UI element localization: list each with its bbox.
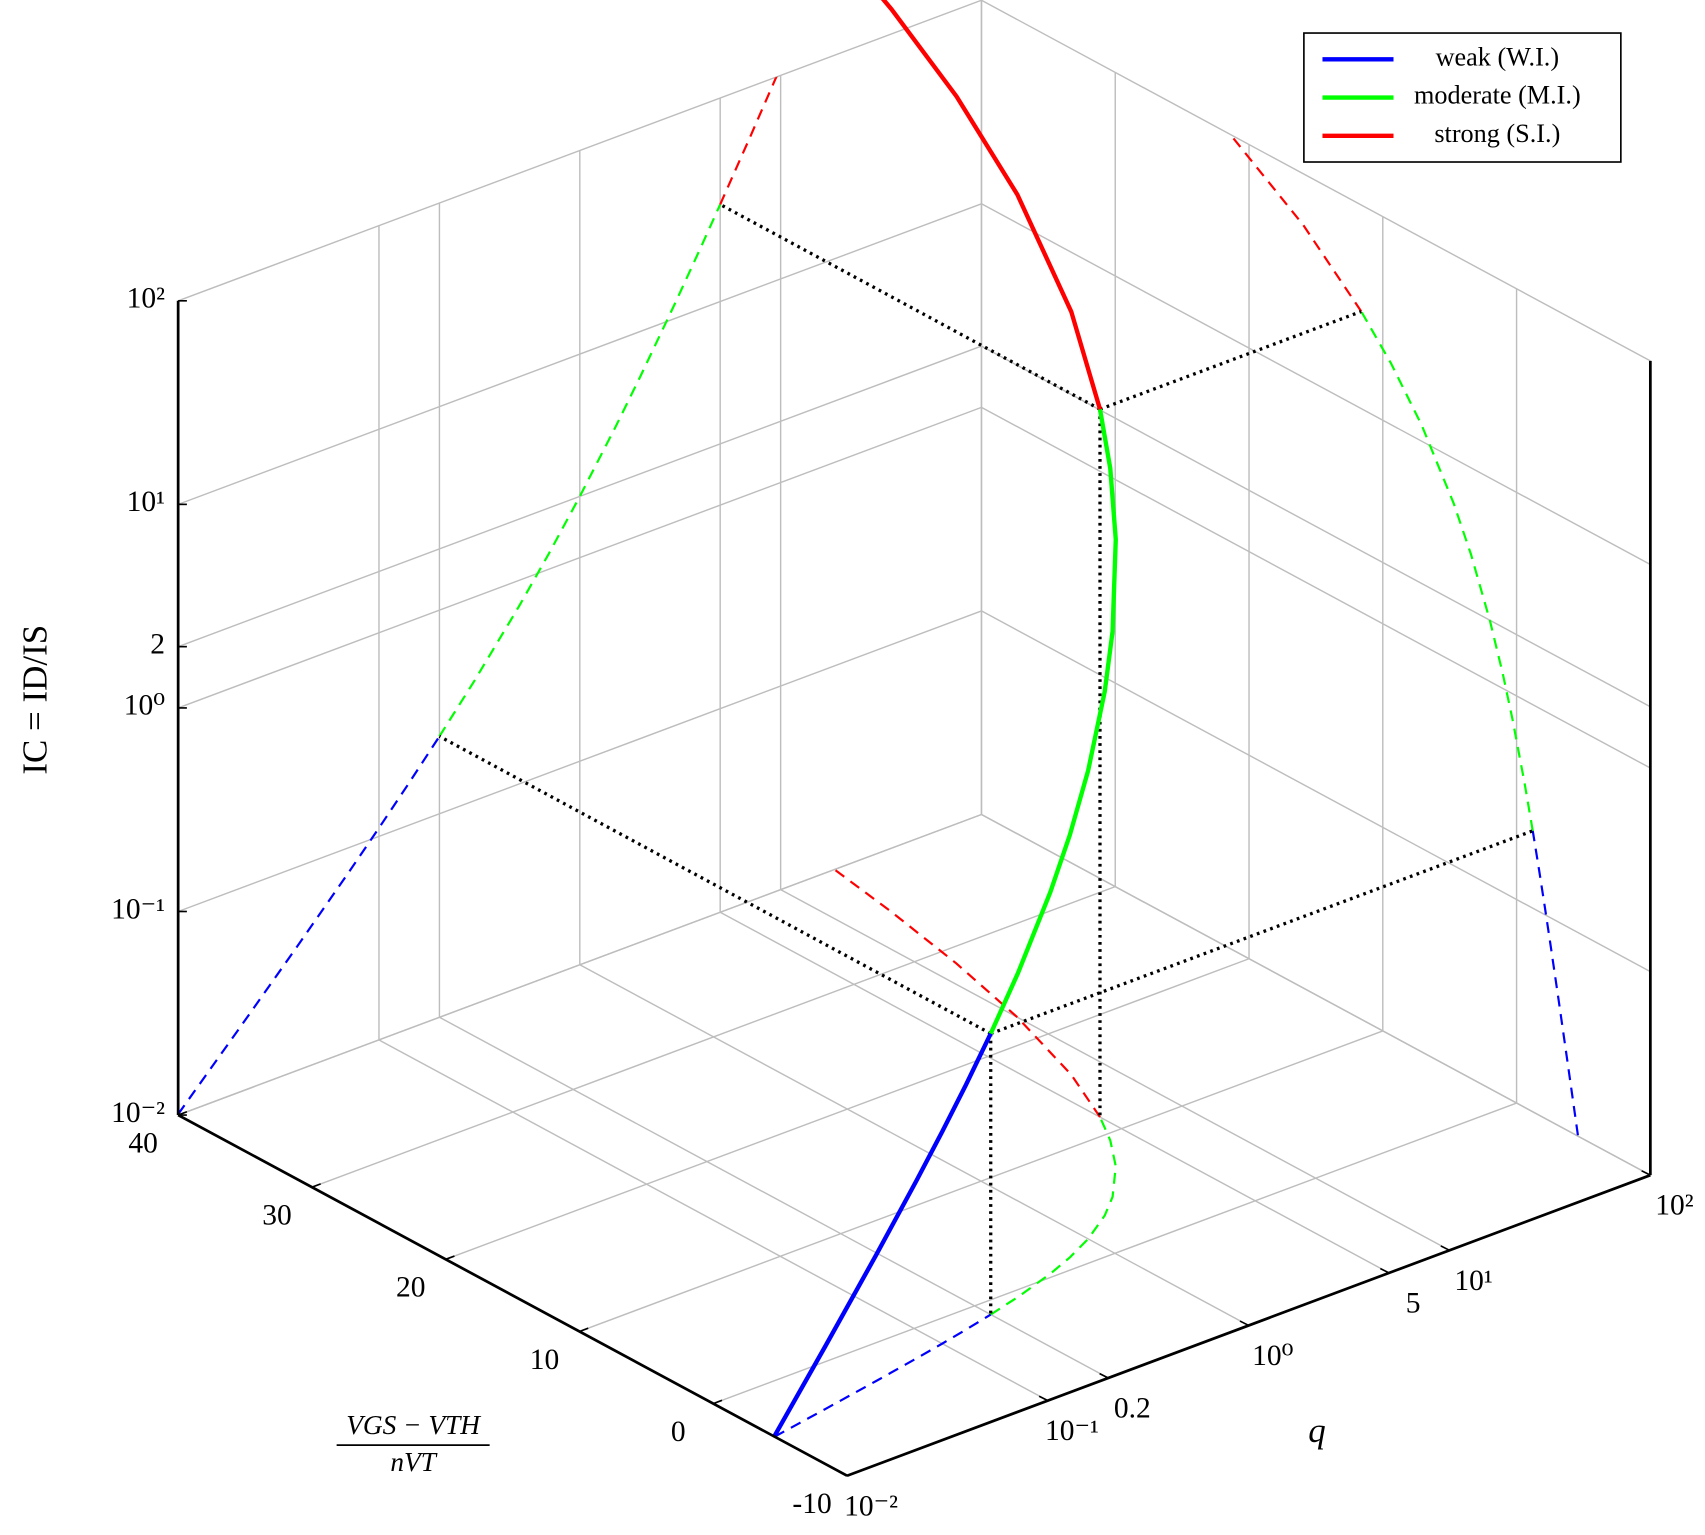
curves <box>772 0 1118 1437</box>
z-tick-label: 10⁰ <box>124 690 166 722</box>
y-tick-label: 10⁻² <box>844 1490 898 1522</box>
right-wall-projection <box>1360 310 1534 831</box>
grid-line <box>177 203 982 506</box>
x-tick-label: 0 <box>671 1416 686 1448</box>
x-tick-label: 30 <box>262 1200 292 1232</box>
z-tick-label: 10⁻¹ <box>111 893 165 925</box>
legend: weak (W.I.) moderate (M.I.) strong (S.I.) <box>1303 32 1622 163</box>
connector <box>438 734 992 1036</box>
floor-projection <box>774 1313 992 1438</box>
legend-label: moderate (M.I.) <box>1414 81 1581 110</box>
grid-line <box>981 345 1651 708</box>
floor-projection <box>834 869 1101 1118</box>
grid-line <box>177 345 982 648</box>
grid-line <box>780 889 1450 1251</box>
grid <box>177 0 1652 1477</box>
grid-line <box>177 610 982 913</box>
grid-line <box>981 406 1651 769</box>
grid-line <box>579 964 1250 1327</box>
x-axis-label-numerator: VGS − VTH <box>346 1410 481 1440</box>
grid-line <box>981 0 1651 362</box>
y-tick-label: 10⁰ <box>1252 1340 1294 1372</box>
grid-line <box>439 1016 1109 1379</box>
y-axis-line <box>846 1173 1651 1478</box>
x-tick-label: 40 <box>128 1127 158 1159</box>
z-axis-label: IC = ID/IS <box>15 625 54 775</box>
y-axis-label: q <box>1308 1411 1325 1450</box>
connector <box>990 829 1534 1036</box>
axes: -1001020304010⁻²10⁻¹0.210⁰510¹10²10⁻²10⁻… <box>111 283 1694 1523</box>
x-tick-label: 20 <box>396 1272 426 1304</box>
left-wall-projection <box>719 0 836 205</box>
y-tick-label: 10⁻¹ <box>1045 1415 1099 1447</box>
grid-line <box>981 610 1651 973</box>
grid-line <box>177 0 982 302</box>
grid-line <box>378 1039 1049 1402</box>
grid-line <box>981 813 1651 1176</box>
floor-projection <box>990 1116 1117 1316</box>
connector <box>1099 309 1362 411</box>
x-axis-label-denominator: nVT <box>390 1447 437 1477</box>
legend-label: weak (W.I.) <box>1436 42 1560 71</box>
connectors <box>438 203 1534 1315</box>
y-tick-label: 10¹ <box>1454 1265 1492 1297</box>
x-tick-label: 10 <box>530 1344 560 1376</box>
y-tick-label: 10² <box>1655 1190 1694 1222</box>
left-wall-projection <box>438 203 722 737</box>
grid-line <box>177 813 982 1116</box>
z-tick-label: 10² <box>127 283 165 315</box>
curve <box>772 1032 993 1437</box>
x-axis-line <box>177 1113 848 1477</box>
y-tick-label: 5 <box>1406 1287 1421 1319</box>
grid-line <box>177 406 982 709</box>
projections <box>178 0 1579 1438</box>
y-tick-label: 0.2 <box>1114 1393 1151 1425</box>
left-wall-projection <box>178 735 441 1115</box>
grid-line <box>719 911 1390 1274</box>
connector <box>719 203 1101 411</box>
curve <box>880 0 1103 410</box>
legend-label: strong (S.I.) <box>1434 119 1560 148</box>
curve <box>988 408 1118 1035</box>
z-tick-label: 10⁻² <box>111 1097 165 1129</box>
x-tick-label: -10 <box>792 1488 831 1520</box>
z-tick-label: 2 <box>150 628 165 660</box>
grid-line <box>981 203 1651 566</box>
z-tick-label: 10¹ <box>127 486 165 518</box>
right-wall-projection <box>1531 830 1579 1136</box>
